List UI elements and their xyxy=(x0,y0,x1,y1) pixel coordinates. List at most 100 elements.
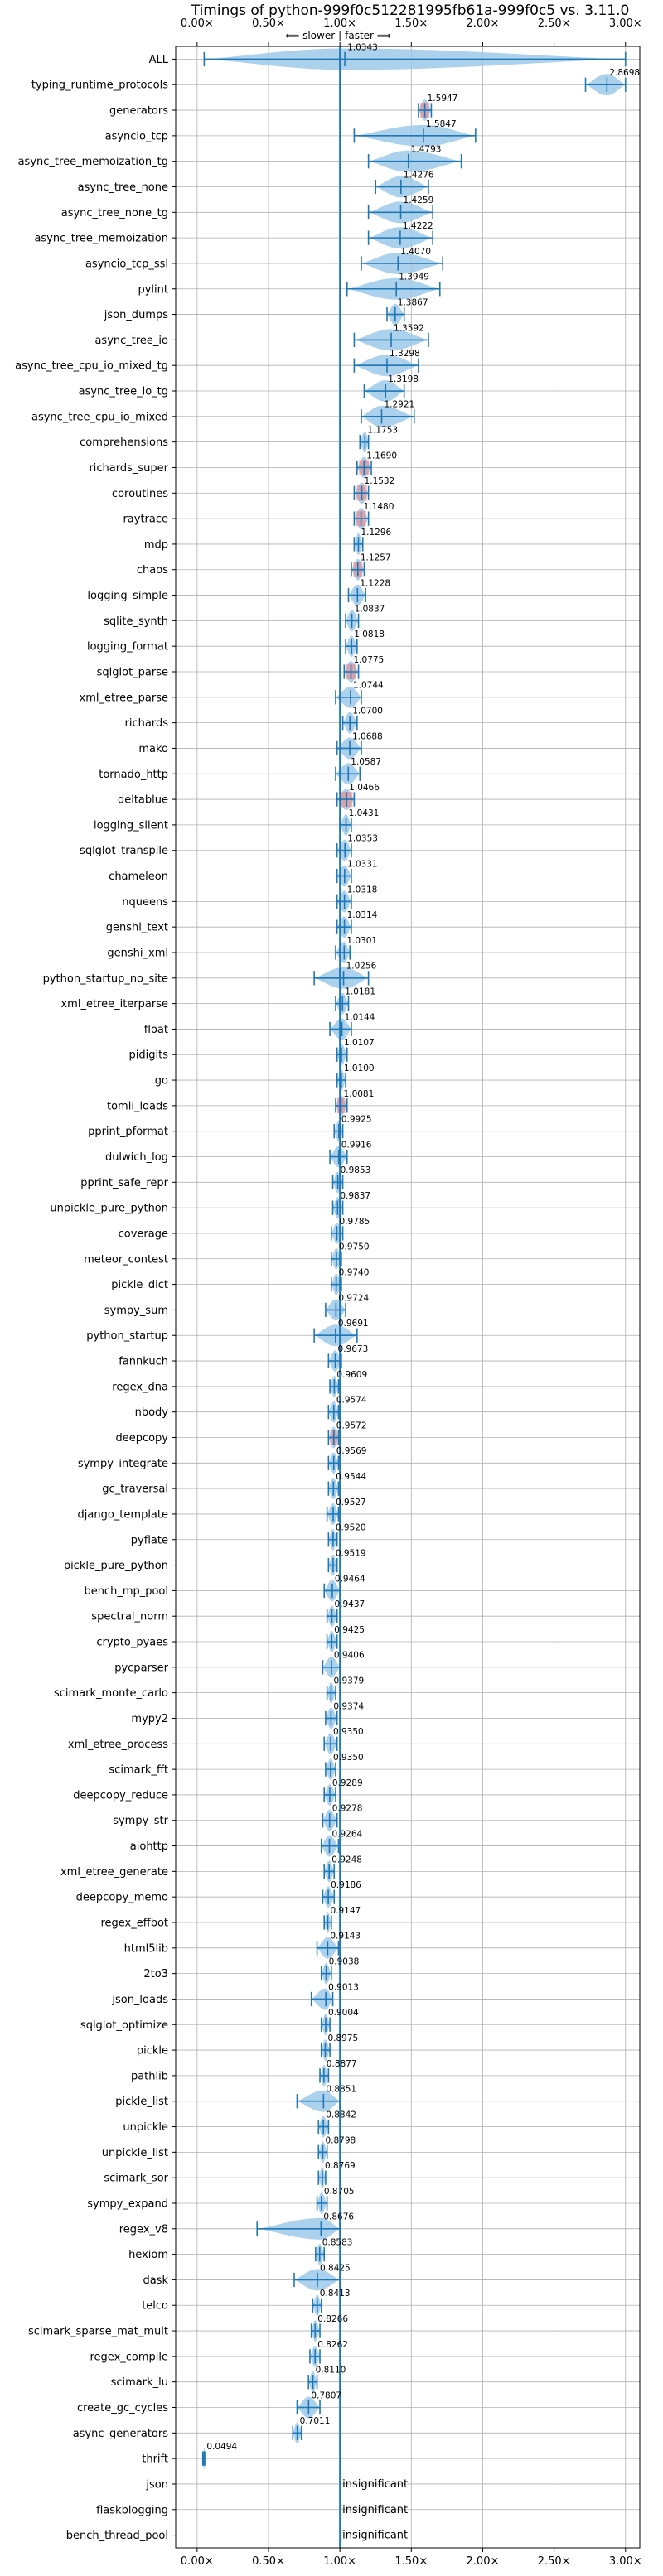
value-label: 0.9248 xyxy=(332,1855,362,1864)
benchmark-label: coroutines xyxy=(112,488,168,500)
value-label: 1.0688 xyxy=(352,731,383,741)
benchmark-label: deepcopy xyxy=(115,1432,168,1445)
value-label: 1.1296 xyxy=(361,528,391,538)
benchmark-label: pickle_pure_python xyxy=(64,1560,168,1572)
chart-title: Timings of python-999f0c512281995fb61a-9… xyxy=(191,2,630,19)
value-label: 1.0353 xyxy=(347,834,378,844)
whiskers xyxy=(201,51,627,2466)
value-label: 0.9837 xyxy=(340,1191,370,1201)
value-label: 1.0466 xyxy=(349,783,380,793)
top-tick-label: 0.00× xyxy=(181,17,214,30)
benchmark-label: scimark_monte_carlo xyxy=(54,1687,168,1700)
benchmark-label: aiohttp xyxy=(130,1840,168,1853)
benchmark-label: tornado_http xyxy=(99,769,168,781)
value-label: 0.9350 xyxy=(333,1727,364,1737)
benchmark-label: deepcopy_reduce xyxy=(73,1789,168,1802)
slower-label: ⟸ slower xyxy=(285,30,335,41)
value-label: 0.9572 xyxy=(336,1421,367,1430)
benchmark-label: asyncio_tcp_ssl xyxy=(85,258,168,270)
value-label: 1.0818 xyxy=(354,630,385,639)
direction-separator: | xyxy=(338,30,341,41)
value-label: 1.0081 xyxy=(344,1089,375,1099)
value-label: 0.9038 xyxy=(329,1957,360,1967)
benchmark-label: sqlite_synth xyxy=(104,615,168,628)
value-label: 1.4276 xyxy=(404,170,434,180)
top-tick-label: 1.50× xyxy=(394,17,428,30)
value-label: 0.9740 xyxy=(339,1267,370,1277)
bottom-tick-label: 0.00× xyxy=(181,2555,214,2568)
benchmark-label: async_tree_io xyxy=(94,335,168,347)
value-label: 1.4070 xyxy=(400,247,431,257)
benchmark-label: async_tree_io_tg xyxy=(79,386,168,398)
benchmark-label: 2to3 xyxy=(143,1968,168,1980)
top-tick-label: 3.00× xyxy=(609,17,642,30)
benchmark-label: comprehensions xyxy=(80,437,168,449)
value-labels: 1.0343 2.8698 1.5947 1.5847 1.4793 1.4276 1.42… xyxy=(206,42,640,2541)
value-label: 0.8769 xyxy=(325,2161,356,2171)
benchmark-label: python_startup xyxy=(86,1330,168,1343)
benchmark-label: regex_dna xyxy=(112,1381,168,1393)
value-label: 0.9569 xyxy=(336,1446,367,1456)
bottom-tick-label: 2.00× xyxy=(467,2555,500,2568)
value-label: 0.9916 xyxy=(341,1140,372,1150)
benchmark-label: pickle_list xyxy=(115,2096,168,2108)
benchmark-label: sympy_sum xyxy=(104,1305,168,1317)
benchmark-label: async_tree_memoization xyxy=(34,233,168,245)
benchmark-label: unpickle xyxy=(123,2121,168,2134)
benchmark-label: json_loads xyxy=(111,1994,168,2006)
value-label: 0.9691 xyxy=(338,1319,369,1329)
benchmark-label: html5lib xyxy=(124,1942,168,1955)
benchmark-label: pyflate xyxy=(131,1534,168,1546)
bottom-x-ticks: 0.00× 0.50× 1.00× 1.50× 2.00× 2.50× 3.00× xyxy=(181,2548,642,2568)
value-label: 1.0431 xyxy=(349,808,380,818)
benchmark-label: xml_etree_generate xyxy=(60,1866,168,1879)
value-label: 1.0318 xyxy=(347,885,378,895)
value-label: 0.8851 xyxy=(326,2085,356,2095)
benchmark-label: float xyxy=(144,1024,168,1036)
benchmark-label: xml_etree_iterparse xyxy=(60,998,168,1011)
value-label: 1.3949 xyxy=(399,273,429,282)
benchmark-label: scimark_fft xyxy=(109,1764,168,1777)
value-label: 1.0837 xyxy=(355,604,385,614)
benchmark-label: pprint_safe_repr xyxy=(80,1177,168,1189)
benchmark-label: json xyxy=(145,2478,168,2491)
value-label: 1.0587 xyxy=(351,757,381,767)
top-x-ticks: 0.00× 0.50× 1.00× 1.50× 2.00× 2.50× 3.00× xyxy=(181,17,642,46)
benchmark-label: async_tree_cpu_io_mixed_tg xyxy=(15,360,168,373)
direction-labels: ⟸ slower | faster ⟹ xyxy=(285,30,391,41)
benchmark-label: genshi_text xyxy=(106,922,168,934)
top-tick-label: 1.00× xyxy=(323,17,356,30)
bottom-tick-label: 0.50× xyxy=(252,2555,285,2568)
value-label: 0.0494 xyxy=(206,2442,237,2452)
value-label: 0.7807 xyxy=(311,2390,341,2400)
value-label: 0.9750 xyxy=(339,1242,370,1252)
benchmark-label: bench_thread_pool xyxy=(66,2530,168,2542)
benchmark-label: python_startup_no_site xyxy=(43,972,168,985)
benchmark-label: pylint xyxy=(138,283,168,296)
bottom-tick-label: 3.00× xyxy=(609,2555,642,2568)
benchmark-label: deltablue xyxy=(118,794,168,807)
value-label: 1.0343 xyxy=(347,42,378,52)
benchmark-label: async_generators xyxy=(73,2428,169,2440)
value-label: 0.9527 xyxy=(336,1498,366,1507)
benchmark-label: go xyxy=(155,1075,168,1088)
value-label: 0.9609 xyxy=(336,1370,367,1380)
benchmark-label: sympy_expand xyxy=(87,2197,168,2210)
value-label: 0.8425 xyxy=(320,2263,351,2273)
benchmark-label: gc_traversal xyxy=(102,1483,168,1496)
value-label: 1.4259 xyxy=(404,195,434,205)
value-label: 2.8698 xyxy=(609,68,640,78)
value-label: 1.0775 xyxy=(354,655,385,665)
value-label: 0.7011 xyxy=(300,2416,331,2426)
benchmark-label: flaskblogging xyxy=(96,2504,168,2516)
benchmark-label: logging_silent xyxy=(94,819,168,832)
benchmark-label: sympy_integrate xyxy=(78,1458,168,1470)
insignificant-label: insignificant xyxy=(342,2530,408,2542)
benchmark-label: django_template xyxy=(78,1508,168,1521)
benchmark-label: scimark_sparse_mat_mult xyxy=(28,2326,168,2338)
value-label: 0.8798 xyxy=(325,2135,356,2145)
value-label: 1.0744 xyxy=(353,681,384,691)
benchmark-label: tomli_loads xyxy=(107,1100,168,1112)
benchmark-label: ALL xyxy=(149,54,169,66)
